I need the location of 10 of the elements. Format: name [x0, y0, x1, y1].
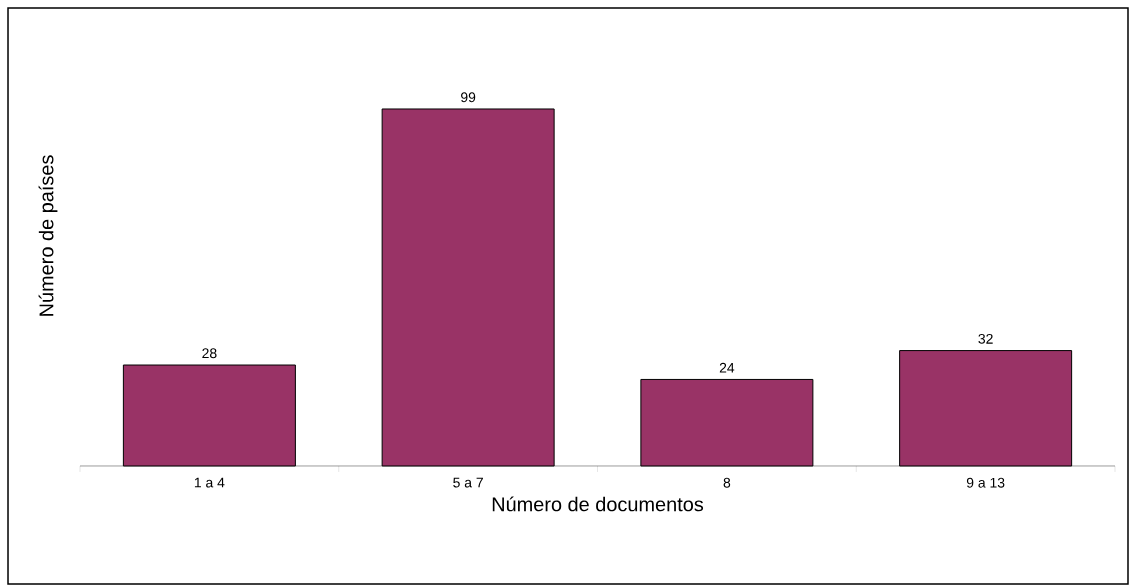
data-label: 24	[719, 362, 735, 373]
x-axis-title: Número de documentos	[492, 496, 704, 512]
data-label: 99	[461, 92, 476, 103]
x-tick-label: 9 a 13	[966, 477, 1005, 488]
x-tick-label: 1 a 4	[194, 477, 225, 488]
x-tick-label: 8	[723, 477, 731, 488]
data-label: 32	[978, 333, 993, 344]
data-label: 28	[202, 348, 217, 359]
x-tick-label: 5 a 7	[453, 477, 483, 488]
y-axis-title: Número de países	[38, 155, 58, 316]
